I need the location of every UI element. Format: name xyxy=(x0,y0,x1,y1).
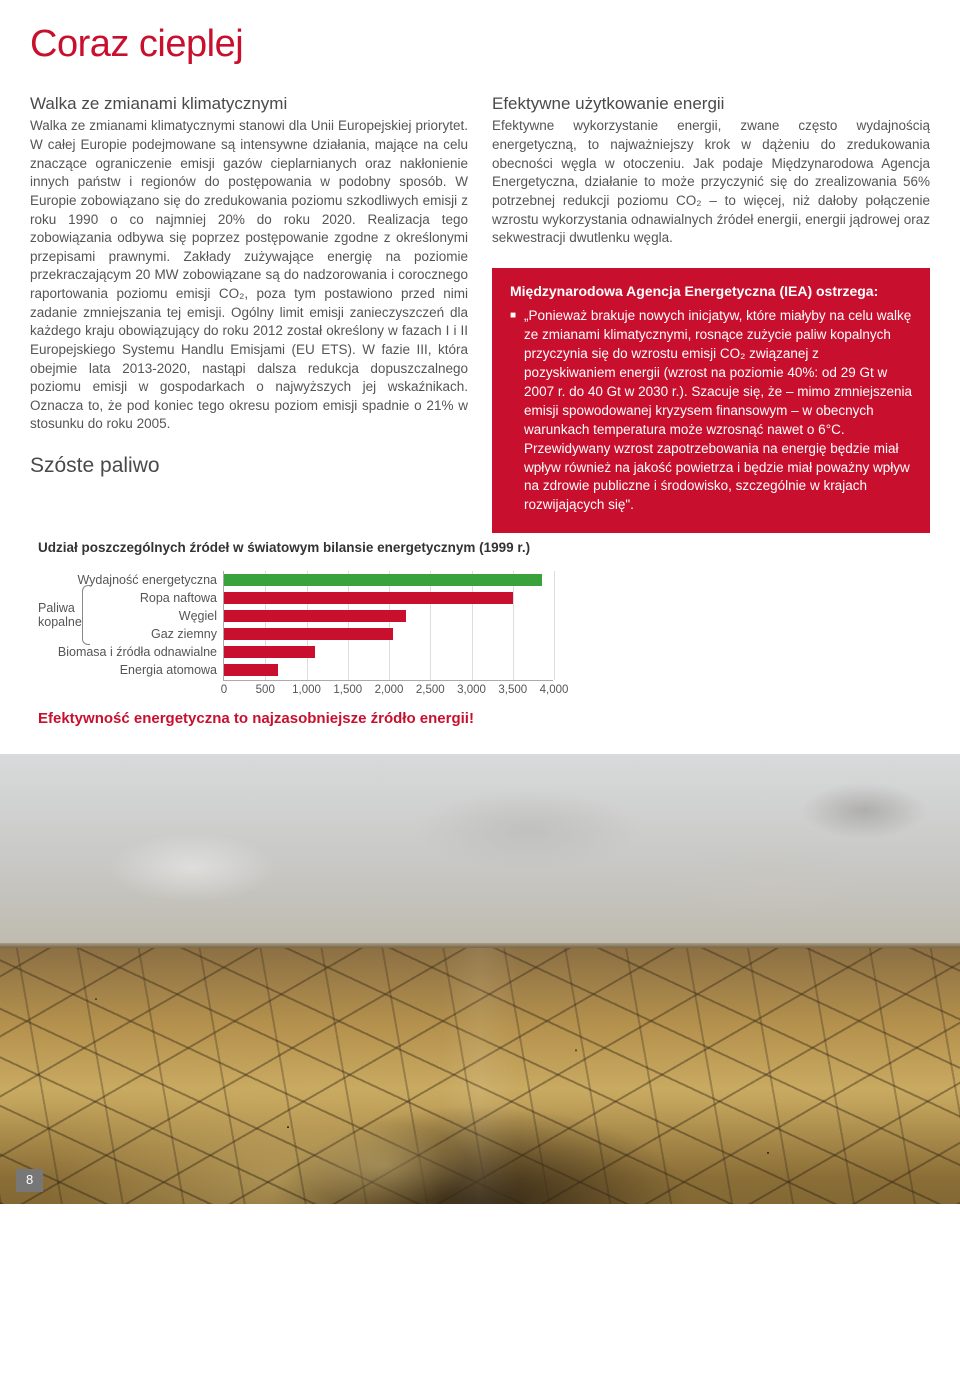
callout-text: „Ponieważ brakuje nowych inicjatyw, któr… xyxy=(524,307,912,515)
chart-x-tick: 4,000 xyxy=(540,683,569,698)
chart-bar xyxy=(224,610,406,622)
chart-y-label: Gaz ziemny xyxy=(93,625,223,643)
chart-bar xyxy=(224,646,315,658)
page-title: Coraz cieplej xyxy=(30,20,930,69)
callout-bullet: „Ponieważ brakuje nowych inicjatyw, któr… xyxy=(510,307,912,515)
chart-bar xyxy=(224,592,513,604)
chart-section: Udział poszczególnych źródeł w światowym… xyxy=(30,539,930,728)
left-subhead: Walka ze zmianami klimatycznymi xyxy=(30,93,468,115)
chart-bar xyxy=(224,628,393,640)
bar-chart: Wydajność energetycznaPaliwa kopalneRopa… xyxy=(38,571,930,681)
chart-x-tick: 2,500 xyxy=(416,683,445,698)
chart-caption: Efektywność energetyczna to najzasobniej… xyxy=(38,709,930,729)
section-szoste-paliwo: Szóste paliwo xyxy=(30,452,468,479)
page-number: 8 xyxy=(16,1169,43,1192)
chart-x-tick: 3,500 xyxy=(498,683,527,698)
chart-y-label: Energia atomowa xyxy=(38,661,223,679)
chart-group-label: Paliwa kopalne xyxy=(38,589,93,643)
chart-x-tick: 2,000 xyxy=(375,683,404,698)
right-column: Efektywne użytkowanie energii Efektywne … xyxy=(492,93,930,533)
chart-y-label: Wydajność energetyczna xyxy=(38,571,223,589)
chart-x-tick: 3,000 xyxy=(457,683,486,698)
chart-title: Udział poszczególnych źródeł w światowym… xyxy=(38,539,930,557)
left-body: Walka ze zmianami klimatycznymi stanowi … xyxy=(30,117,468,434)
right-body: Efektywne wykorzystanie energii, zwane c… xyxy=(492,117,930,247)
chart-y-label: Ropa naftowa xyxy=(93,589,223,607)
chart-x-tick: 500 xyxy=(256,683,275,698)
chart-x-tick: 1,500 xyxy=(333,683,362,698)
cracked-earth-photo: 8 xyxy=(0,754,960,1204)
left-column: Walka ze zmianami klimatycznymi Walka ze… xyxy=(30,93,468,533)
chart-bar xyxy=(224,574,542,586)
chart-bar xyxy=(224,664,278,676)
two-column-layout: Walka ze zmianami klimatycznymi Walka ze… xyxy=(30,93,930,533)
iea-warning-callout: Międzynarodowa Agencja Energetyczna (IEA… xyxy=(492,268,930,533)
callout-title: Międzynarodowa Agencja Energetyczna (IEA… xyxy=(510,282,912,302)
chart-x-tick: 0 xyxy=(221,683,227,698)
right-subhead: Efektywne użytkowanie energii xyxy=(492,93,930,115)
chart-x-tick: 1,000 xyxy=(292,683,321,698)
chart-y-label: Węgiel xyxy=(93,607,223,625)
chart-y-label: Biomasa i źródła odnawialne xyxy=(38,643,223,661)
